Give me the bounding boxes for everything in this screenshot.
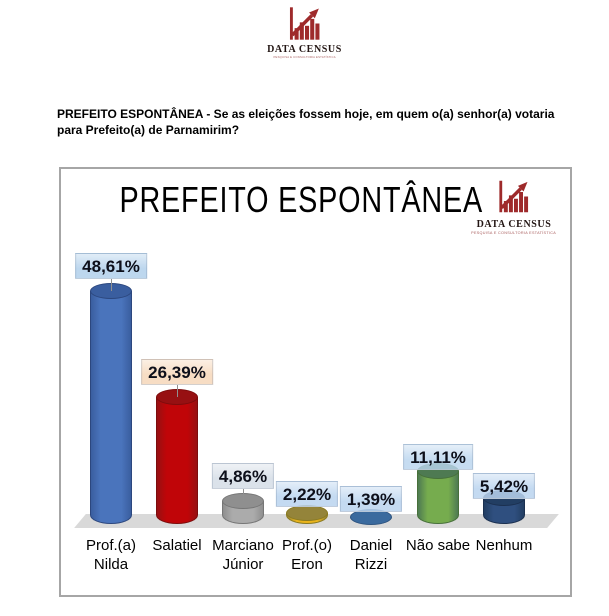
question-text: PREFEITO ESPONTÂNEA - Se as eleições fos… — [57, 107, 555, 137]
bar-cylinder-body — [90, 291, 132, 524]
value-label: 4,86% — [211, 463, 275, 489]
bar-cylinder-body — [417, 471, 459, 524]
category-label: Não sabe — [405, 537, 471, 554]
logo-name: DATA CENSUS — [267, 44, 342, 55]
chart-container: PREFEITO ESPONTÂNEA DATA CENSUS PESQUISA… — [59, 167, 572, 597]
value-label: 11,11% — [403, 444, 473, 470]
value-label: 1,39% — [339, 486, 403, 512]
category-label: Prof.(a) Nilda — [85, 537, 137, 574]
category-label: Salatiel — [152, 537, 202, 554]
category-label: Prof.(o) Eron — [281, 537, 333, 574]
leader-line — [177, 385, 178, 397]
bar-cylinder-top — [286, 505, 328, 521]
logo-tagline: PESQUISA E CONSULTORIA ESTATÍSTICA — [471, 231, 557, 236]
leader-line — [111, 279, 112, 291]
logo-name: DATA CENSUS — [476, 219, 552, 230]
leader-line — [243, 489, 244, 501]
header-brand: DATA CENSUS PESQUISA E CONSULTORIA ESTAT… — [0, 5, 609, 62]
value-label: 2,22% — [275, 481, 339, 507]
bar-cylinder-body — [156, 397, 198, 524]
value-label: 5,42% — [472, 473, 536, 499]
plot-area: 48,61% Prof.(a) Nilda 26,39% Salatiel 4,86% M… — [61, 169, 570, 595]
chart-title: PREFEITO ESPONTÂNEA — [119, 179, 484, 220]
value-label: 48,61% — [75, 253, 147, 279]
category-label: Daniel Rizzi — [349, 537, 393, 574]
data-census-logo-icon — [289, 7, 319, 40]
category-label: Marciano Júnior — [212, 537, 274, 574]
category-label: Nenhum — [475, 537, 533, 554]
value-label: 26,39% — [141, 359, 213, 385]
chart-brand: DATA CENSUS PESQUISA E CONSULTORIA ESTAT… — [472, 176, 556, 237]
data-census-logo-icon — [499, 180, 529, 213]
logo-tagline: PESQUISA E CONSULTORIA ESTATÍSTICA — [273, 56, 336, 60]
